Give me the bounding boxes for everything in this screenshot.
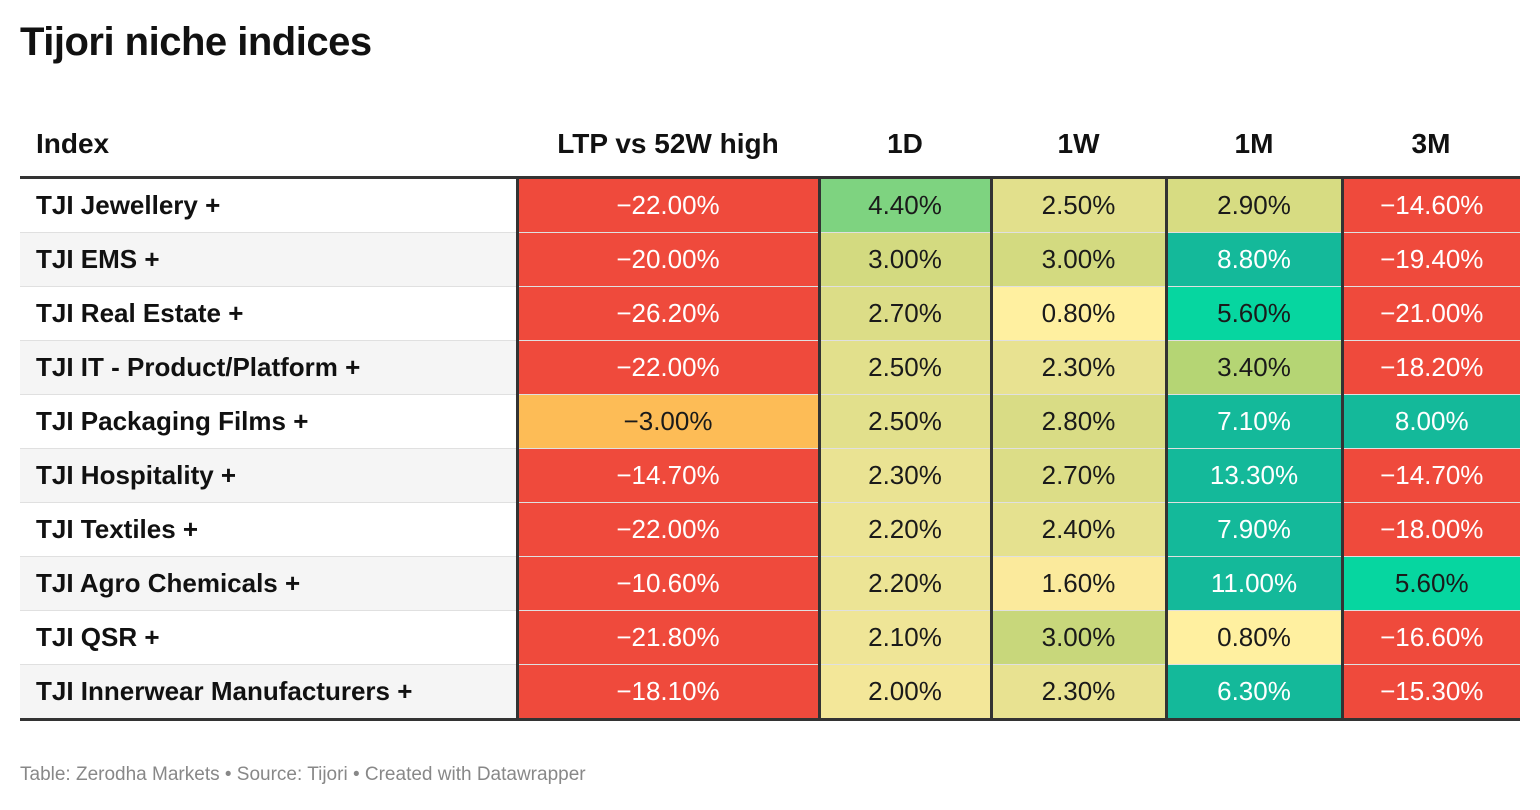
ltp-cell: −22.00% bbox=[515, 502, 819, 557]
w1-cell: 2.70% bbox=[989, 448, 1166, 503]
column-header-index[interactable]: Index bbox=[20, 112, 517, 179]
footer-credits: Table: Zerodha Markets • Source: Tijori … bbox=[20, 764, 586, 785]
d1-cell: 2.00% bbox=[817, 664, 991, 721]
m1-cell: 7.10% bbox=[1164, 394, 1342, 449]
table-body: TJI Jewellery + −22.00% 4.40% 2.50% 2.90% −14… bbox=[20, 177, 1520, 721]
table-row: TJI Innerwear Manufacturers + −18.10% 2.00… bbox=[20, 664, 1520, 721]
index-name-cell: TJI Hospitality + bbox=[20, 448, 517, 503]
ltp-cell: −10.60% bbox=[515, 556, 819, 611]
m1-cell: 0.80% bbox=[1164, 610, 1342, 665]
ltp-cell: −22.00% bbox=[515, 177, 819, 233]
w1-cell: 2.80% bbox=[989, 394, 1166, 449]
index-name-cell: TJI Packaging Films + bbox=[20, 394, 517, 449]
page-title: Tijori niche indices bbox=[20, 20, 372, 64]
header-row: Index LTP vs 52W high 1D 1W 1M 3M bbox=[20, 112, 1520, 179]
ltp-cell: −22.00% bbox=[515, 340, 819, 395]
m3-cell: −21.00% bbox=[1340, 286, 1520, 341]
m1-cell: 5.60% bbox=[1164, 286, 1342, 341]
column-header-ltp-vs-52w-high[interactable]: LTP vs 52W high bbox=[517, 112, 819, 179]
table-row: TJI IT - Product/Platform + −22.00% 2.50% 2… bbox=[20, 340, 1520, 395]
m3-cell: −14.60% bbox=[1340, 177, 1520, 233]
d1-cell: 3.00% bbox=[817, 232, 991, 287]
column-header-1m[interactable]: 1M bbox=[1166, 112, 1342, 179]
w1-cell: 2.50% bbox=[989, 177, 1166, 233]
d1-cell: 2.20% bbox=[817, 556, 991, 611]
m1-cell: 8.80% bbox=[1164, 232, 1342, 287]
table-row: TJI Packaging Films + −3.00% 2.50% 2.80% 7.1… bbox=[20, 394, 1520, 449]
index-name-cell: TJI Agro Chemicals + bbox=[20, 556, 517, 611]
w1-cell: 2.30% bbox=[989, 664, 1166, 721]
table-row: TJI Textiles + −22.00% 2.20% 2.40% 7.90% −18.… bbox=[20, 502, 1520, 557]
index-name-cell: TJI Innerwear Manufacturers + bbox=[20, 664, 517, 721]
m1-cell: 3.40% bbox=[1164, 340, 1342, 395]
table-row: TJI QSR + −21.80% 2.10% 3.00% 0.80% −16.60% bbox=[20, 610, 1520, 665]
m3-cell: 5.60% bbox=[1340, 556, 1520, 611]
ltp-cell: −26.20% bbox=[515, 286, 819, 341]
m1-cell: 11.00% bbox=[1164, 556, 1342, 611]
ltp-cell: −18.10% bbox=[515, 664, 819, 721]
d1-cell: 2.50% bbox=[817, 394, 991, 449]
m3-cell: −18.20% bbox=[1340, 340, 1520, 395]
table-row: TJI Agro Chemicals + −10.60% 2.20% 1.60% 11.… bbox=[20, 556, 1520, 611]
d1-cell: 2.30% bbox=[817, 448, 991, 503]
w1-cell: 0.80% bbox=[989, 286, 1166, 341]
m1-cell: 7.90% bbox=[1164, 502, 1342, 557]
w1-cell: 2.30% bbox=[989, 340, 1166, 395]
w1-cell: 2.40% bbox=[989, 502, 1166, 557]
index-name-cell: TJI IT - Product/Platform + bbox=[20, 340, 517, 395]
index-name-cell: TJI QSR + bbox=[20, 610, 517, 665]
index-name-cell: TJI EMS + bbox=[20, 232, 517, 287]
m3-cell: −15.30% bbox=[1340, 664, 1520, 721]
column-header-3m[interactable]: 3M bbox=[1342, 112, 1520, 179]
d1-cell: 2.70% bbox=[817, 286, 991, 341]
w1-cell: 1.60% bbox=[989, 556, 1166, 611]
table-row: TJI Hospitality + −14.70% 2.30% 2.70% 13.30%… bbox=[20, 448, 1520, 503]
ltp-cell: −21.80% bbox=[515, 610, 819, 665]
index-name-cell: TJI Real Estate + bbox=[20, 286, 517, 341]
column-header-1d[interactable]: 1D bbox=[819, 112, 991, 179]
table-row: TJI EMS + −20.00% 3.00% 3.00% 8.80% −19.40% bbox=[20, 232, 1520, 287]
w1-cell: 3.00% bbox=[989, 610, 1166, 665]
column-header-1w[interactable]: 1W bbox=[991, 112, 1166, 179]
w1-cell: 3.00% bbox=[989, 232, 1166, 287]
m1-cell: 13.30% bbox=[1164, 448, 1342, 503]
d1-cell: 2.20% bbox=[817, 502, 991, 557]
m3-cell: −14.70% bbox=[1340, 448, 1520, 503]
index-name-cell: TJI Textiles + bbox=[20, 502, 517, 557]
m3-cell: 8.00% bbox=[1340, 394, 1520, 449]
m1-cell: 2.90% bbox=[1164, 177, 1342, 233]
ltp-cell: −14.70% bbox=[515, 448, 819, 503]
ltp-cell: −20.00% bbox=[515, 232, 819, 287]
d1-cell: 2.10% bbox=[817, 610, 991, 665]
d1-cell: 4.40% bbox=[817, 177, 991, 233]
table-row: TJI Jewellery + −22.00% 4.40% 2.50% 2.90% −14… bbox=[20, 177, 1520, 233]
m3-cell: −19.40% bbox=[1340, 232, 1520, 287]
m1-cell: 6.30% bbox=[1164, 664, 1342, 721]
niche-indices-table: Index LTP vs 52W high 1D 1W 1M 3M TJI Je… bbox=[20, 112, 1520, 721]
table-row: TJI Real Estate + −26.20% 2.70% 0.80% 5.60% −… bbox=[20, 286, 1520, 341]
m3-cell: −18.00% bbox=[1340, 502, 1520, 557]
index-name-cell: TJI Jewellery + bbox=[20, 177, 517, 233]
ltp-cell: −3.00% bbox=[515, 394, 819, 449]
d1-cell: 2.50% bbox=[817, 340, 991, 395]
m3-cell: −16.60% bbox=[1340, 610, 1520, 665]
